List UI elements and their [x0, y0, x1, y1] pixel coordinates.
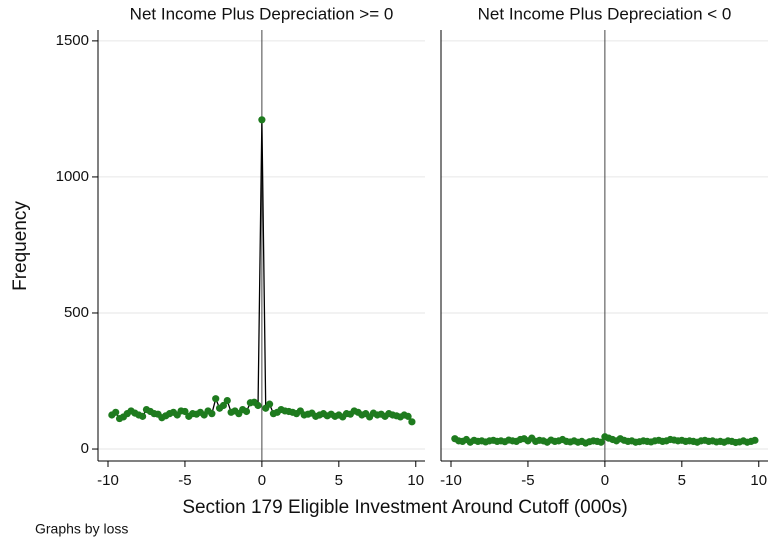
data-point: [208, 410, 216, 418]
data-point: [223, 396, 231, 405]
panel-title: Net Income Plus Depreciation >= 0: [130, 4, 394, 23]
x-tick-label: 5: [335, 472, 343, 489]
data-point: [112, 408, 120, 416]
y-axis-label: Frequency: [10, 201, 31, 291]
data-point: [181, 407, 189, 416]
x-tick-label: -10: [97, 472, 119, 489]
note: Graphs by loss: [35, 521, 128, 537]
x-tick-label: 0: [601, 472, 609, 489]
x-tick-label: 10: [407, 472, 424, 489]
data-point: [219, 401, 228, 410]
x-tick-label: 10: [750, 472, 767, 489]
y-tick-label: 1000: [56, 168, 89, 185]
data-point: [242, 407, 251, 416]
data-point: [265, 400, 274, 408]
data-point: [258, 116, 266, 124]
x-axis-label: Section 179 Eligible Investment Around C…: [182, 497, 627, 518]
x-tick-label: -5: [521, 472, 534, 489]
x-tick-label: 5: [678, 472, 686, 489]
x-tick-label: -5: [178, 472, 191, 489]
data-point: [597, 438, 605, 446]
x-tick-label: 0: [258, 472, 266, 489]
y-tick-label: 1500: [56, 32, 89, 49]
data-point: [751, 436, 759, 444]
x-tick-label: -10: [440, 472, 462, 489]
panel-title: Net Income Plus Depreciation < 0: [478, 4, 732, 23]
data-point: [408, 418, 416, 426]
y-tick-label: 500: [64, 304, 89, 321]
data-point: [139, 412, 147, 420]
data-point: [254, 401, 262, 410]
y-tick-label: 0: [81, 440, 89, 457]
data-point: [404, 412, 412, 420]
data-point: [212, 395, 220, 403]
